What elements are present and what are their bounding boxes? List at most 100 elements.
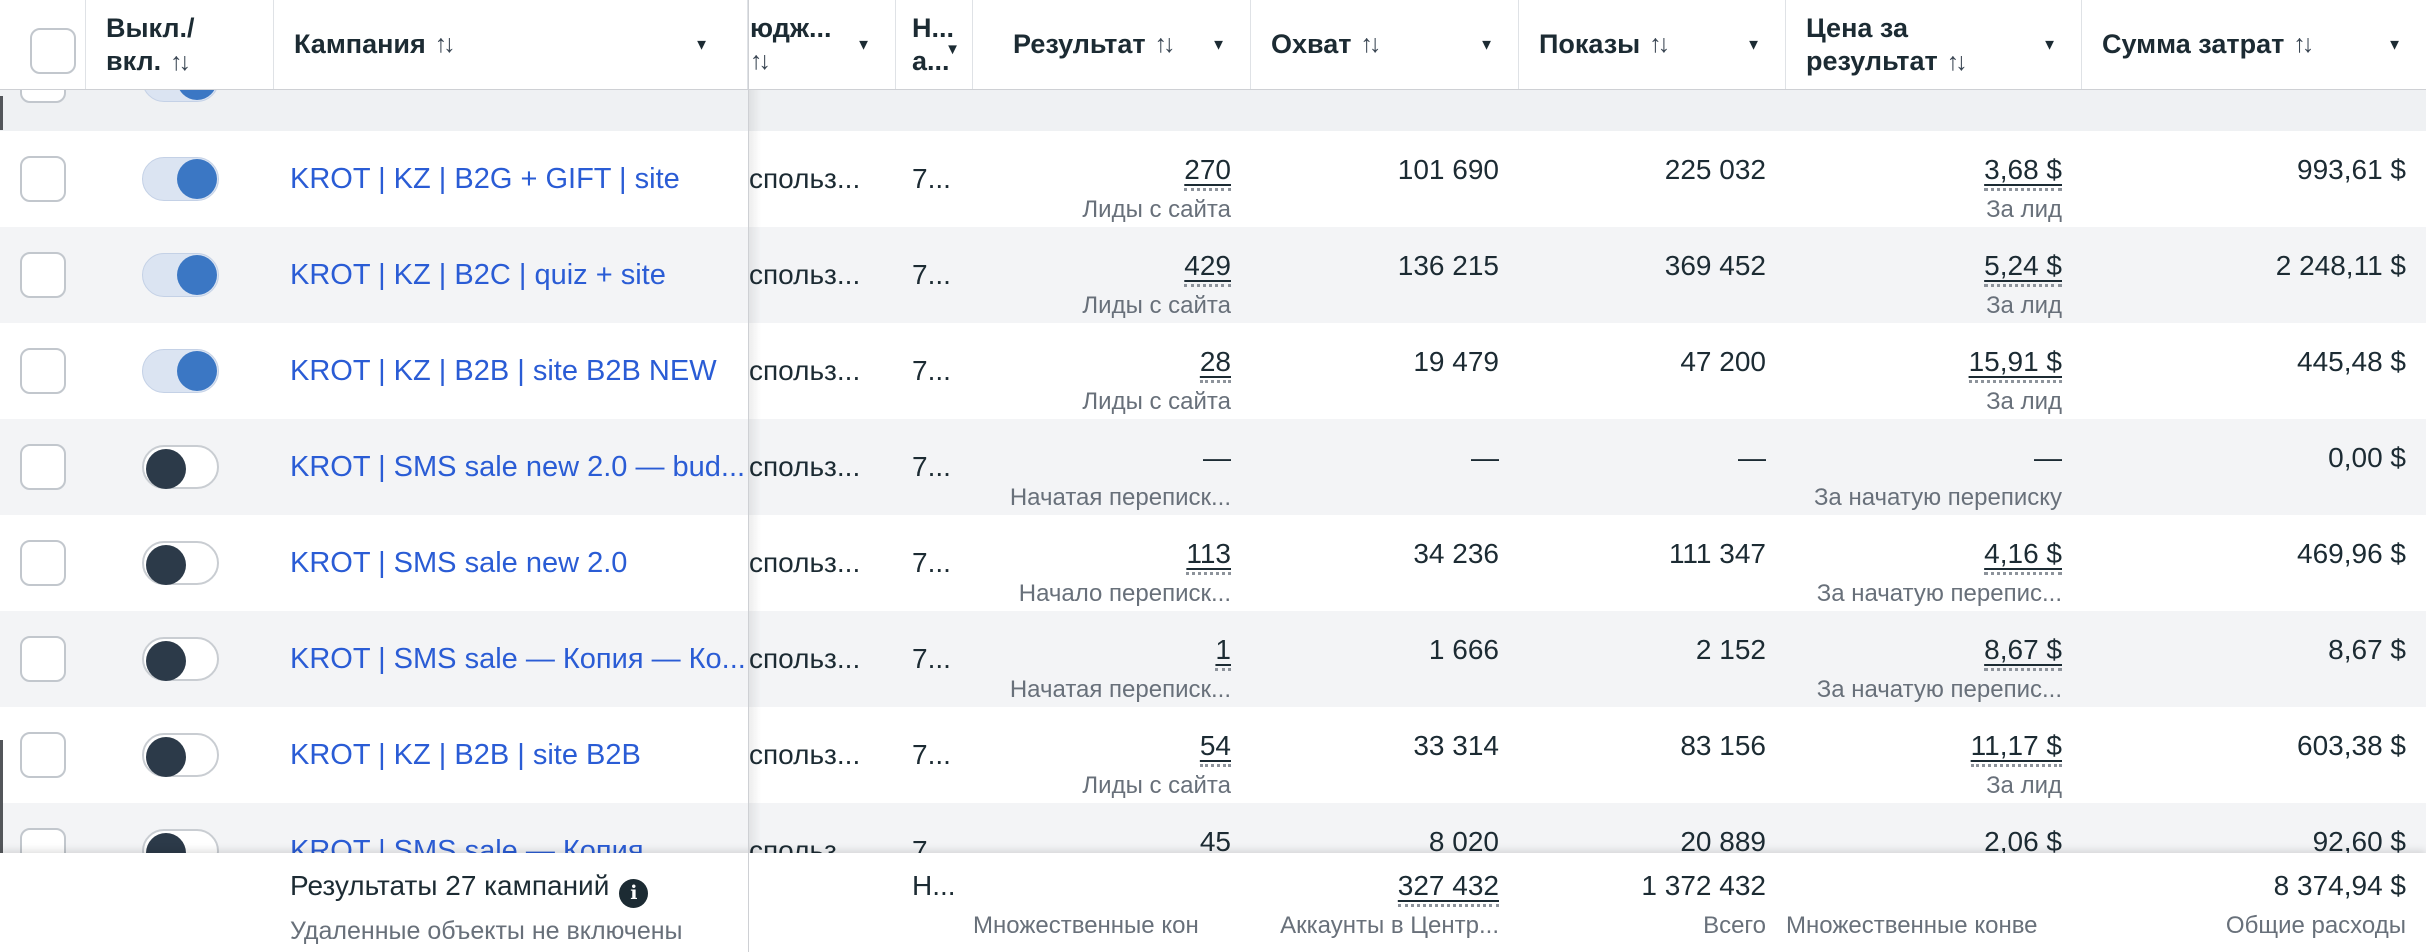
campaign-toggle[interactable] <box>141 157 219 201</box>
sort-arrows-icon[interactable]: ↑↓ <box>1154 30 1176 58</box>
cost-per-result-value[interactable]: 3,68 $ <box>1984 154 2062 191</box>
reach-value: 34 236 <box>1413 538 1499 569</box>
chevron-down-icon[interactable]: ▼ <box>1479 36 1494 53</box>
header-attribution-column[interactable]: Н... а... ▼ <box>896 0 973 89</box>
campaign-name-link[interactable]: KROT | KZ | B2C | quiz + site <box>290 258 666 291</box>
result-type-label: Начатая переписк... <box>1009 676 1231 703</box>
impressions-column-label: Показы <box>1539 29 1641 59</box>
row-checkbox[interactable] <box>20 156 66 202</box>
impressions-value: 2 152 <box>1695 634 1766 665</box>
header-impressions-column[interactable]: Показы ↑↓ ▼ <box>1519 0 1786 89</box>
row-checkbox[interactable] <box>20 732 66 778</box>
campaign-name-link[interactable]: KROT | KZ | B2B | site B2B NEW <box>290 354 717 387</box>
sort-arrows-icon[interactable]: ↑↓ <box>750 47 771 75</box>
result-type-label: Начало переписк... <box>1018 580 1231 607</box>
cost-per-result-value[interactable]: 15,91 $ <box>1968 346 2062 383</box>
cost-per-result-value[interactable]: 2,06 $ <box>1984 826 2062 863</box>
amount-spent-column-label: Сумма затрат <box>2102 29 2285 59</box>
deleted-objects-note: Удаленные объекты не включены <box>290 916 683 945</box>
cost-per-result-value: — <box>2034 442 2062 473</box>
header-toggle-column[interactable]: Выкл./ вкл. ↑↓ <box>86 0 274 89</box>
cost-type-label: За начатую перепис... <box>1786 90 2062 92</box>
result-value[interactable]: 54 <box>1199 730 1231 767</box>
cost-type-label: За лид <box>1986 388 2062 415</box>
budget-cell: спольз... <box>749 355 861 386</box>
cost-per-result-value[interactable]: 8,67 $ <box>1984 634 2062 671</box>
cost-type-label: За начатую переписку <box>1813 484 2062 511</box>
sort-arrows-icon[interactable]: ↑↓ <box>1649 30 1670 58</box>
chevron-down-icon[interactable]: ▼ <box>945 41 960 58</box>
scroll-shadow <box>749 90 761 853</box>
campaign-name-link[interactable]: KROT | SMS sale new 2.0 <box>290 546 628 579</box>
chevron-down-icon[interactable]: ▼ <box>694 36 709 53</box>
header-cost-per-result-column[interactable]: Цена за результат ↑↓ ▼ <box>1786 0 2082 89</box>
row-checkbox[interactable] <box>20 444 66 490</box>
cost-per-result-value[interactable]: 11,17 $ <box>1970 730 2062 767</box>
sort-arrows-icon[interactable]: ↑↓ <box>1360 30 1382 58</box>
row-checkbox[interactable] <box>20 348 66 394</box>
chevron-down-icon[interactable]: ▼ <box>1211 36 1226 53</box>
table-body: Начало переписк... За начатую перепис...… <box>0 90 2426 899</box>
impressions-value: — <box>1738 442 1766 473</box>
campaign-toggle[interactable] <box>141 90 219 102</box>
amount-spent-value: 469,96 $ <box>2297 538 2406 569</box>
header-reach-column[interactable]: Охват ↑↓ ▼ <box>1251 0 1519 89</box>
campaign-toggle[interactable] <box>141 637 219 681</box>
row-checkbox[interactable] <box>20 90 66 103</box>
campaign-toggle[interactable] <box>141 445 219 489</box>
table-summary-row: Результаты 27 кампаний i Удаленные объект… <box>0 853 2426 952</box>
result-value[interactable]: 45 <box>1199 826 1231 863</box>
table-row: KROT | KZ | B2G + GIFT | site спольз... … <box>0 131 2426 227</box>
campaign-name-link[interactable]: KROT | KZ | B2G + GIFT | site <box>290 162 680 195</box>
cost-type-label: За лид <box>1986 772 2062 799</box>
reach-value: 33 314 <box>1413 730 1499 761</box>
sort-arrows-icon[interactable]: ↑↓ <box>1946 48 1968 76</box>
header-campaign-column[interactable]: Кампания ↑↓ ▼ <box>274 0 748 89</box>
sort-arrows-icon[interactable]: ↑↓ <box>2293 30 2314 58</box>
row-checkbox[interactable] <box>20 252 66 298</box>
header-amount-spent-column[interactable]: Сумма затрат ↑↓ ▼ <box>2082 0 2426 89</box>
cost-type-label: За начатую перепис... <box>1816 580 2062 607</box>
chevron-down-icon[interactable]: ▼ <box>2042 36 2057 53</box>
sort-arrows-icon[interactable]: ↑↓ <box>434 30 456 58</box>
attribution-column-label-line1: Н... <box>912 13 955 43</box>
result-type-label: Лиды с сайта <box>1082 772 1231 799</box>
chevron-down-icon[interactable]: ▼ <box>1746 36 1761 53</box>
chevron-down-icon[interactable]: ▼ <box>856 36 871 53</box>
row-checkbox[interactable] <box>20 540 66 586</box>
attribution-cell: 7... <box>912 547 951 578</box>
header-budget-column[interactable]: юдж... ↑↓ ▼ <box>748 0 896 89</box>
cost-per-result-value[interactable]: 5,24 $ <box>1984 250 2062 287</box>
campaign-name-link[interactable]: KROT | KZ | B2B | site B2B <box>290 738 641 771</box>
result-value[interactable]: 1 <box>1215 634 1231 671</box>
amount-spent-total-label: Общие расходы <box>2225 912 2406 939</box>
campaign-toggle[interactable] <box>141 349 219 393</box>
attribution-cell: 7... <box>912 739 951 770</box>
campaign-name-link[interactable]: KROT | SMS sale new 2.0 — bud... <box>290 450 746 483</box>
header-result-column[interactable]: Результат ↑↓ ▼ <box>973 0 1251 89</box>
result-value[interactable]: 429 <box>1184 250 1231 287</box>
sort-arrows-icon[interactable]: ↑↓ <box>170 48 191 76</box>
result-value[interactable]: 113 <box>1186 538 1231 575</box>
cost-column-label-line2: результат <box>1806 46 1938 76</box>
select-all-checkbox[interactable] <box>29 27 76 74</box>
campaign-toggle[interactable] <box>141 541 219 585</box>
budget-cell: спольз... <box>749 643 861 674</box>
budget-column-label: юдж... <box>750 13 832 43</box>
result-value[interactable]: 28 <box>1199 346 1231 383</box>
result-value[interactable]: 270 <box>1184 154 1231 191</box>
toggle-column-label-line1: Выкл./ <box>106 13 195 43</box>
campaign-toggle[interactable] <box>141 253 219 297</box>
chevron-down-icon[interactable]: ▼ <box>2387 36 2402 53</box>
row-checkbox[interactable] <box>20 636 66 682</box>
reach-total-value[interactable]: 327 432 <box>1397 870 1499 907</box>
campaign-name-link[interactable]: KROT | SMS sale — Копия — Ко... <box>290 642 746 675</box>
campaign-toggle[interactable] <box>141 733 219 777</box>
result-type-label: Лиды с сайта <box>1082 388 1231 415</box>
left-scrollbar-fragment <box>0 96 3 130</box>
reach-total-label: Аккаунты в Центр... <box>1280 912 1499 939</box>
info-icon[interactable]: i <box>619 878 649 908</box>
result-type-label: Начало переписк... <box>973 90 1231 92</box>
cost-per-result-value[interactable]: 4,16 $ <box>1984 538 2062 575</box>
